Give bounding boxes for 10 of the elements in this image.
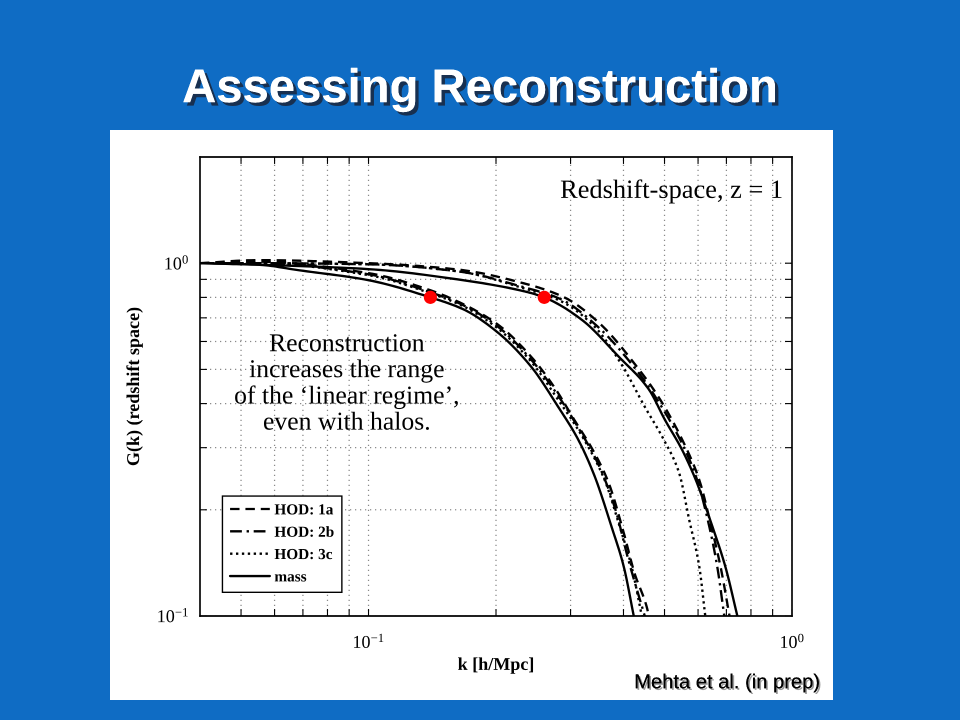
y-axis-title: G(k) (redshift space) — [126, 308, 143, 466]
legend-label: HOD: 2b — [274, 526, 334, 537]
chart-title: Assessing Reconstruction — [183, 68, 778, 116]
legend-label: mass — [274, 574, 306, 582]
legend-label: HOD: 3c — [274, 548, 332, 560]
annotation: Redshift-space, z = 1 — [560, 179, 782, 204]
legend-label: HOD: 1a — [274, 504, 334, 515]
annotation: Reconstruction increases the range of the ‘linear regime’, even with halos. — [235, 334, 458, 430]
x-axis-title: k [h/Mpc] — [458, 657, 534, 674]
text: Mehta et al. (in prep) — [636, 674, 820, 694]
